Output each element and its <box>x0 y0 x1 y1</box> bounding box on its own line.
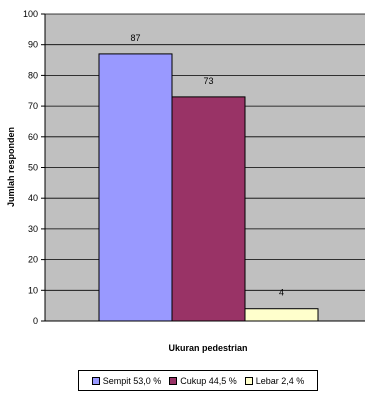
bars <box>98 53 319 322</box>
y-tick-label: 10 <box>28 285 38 295</box>
data-label: 73 <box>203 76 213 86</box>
bar <box>98 53 173 322</box>
y-axis-ticks: 0 10 20 30 40 50 60 70 80 90 100 <box>23 9 45 326</box>
y-tick-label: 0 <box>33 316 38 326</box>
y-tick-label: 90 <box>28 40 38 50</box>
legend-label: Cukup 44,5 % <box>180 375 237 386</box>
y-tick-label: 30 <box>28 224 38 234</box>
y-tick-label: 80 <box>28 70 38 80</box>
y-tick-label: 100 <box>23 9 38 19</box>
legend-item: Sempit 53,0 % <box>91 375 162 386</box>
y-tick-label: 50 <box>28 163 38 173</box>
x-axis-title: Ukuran pedestrian <box>168 343 247 353</box>
bar <box>171 96 246 322</box>
bar <box>244 308 319 322</box>
data-label: 4 <box>279 288 284 298</box>
legend-swatch <box>244 376 253 385</box>
legend-swatch <box>169 376 178 385</box>
data-label: 87 <box>130 33 140 43</box>
legend-item: Cukup 44,5 % <box>169 376 237 386</box>
y-tick-label: 60 <box>28 132 38 142</box>
legend-item: Lebar 2,4 % <box>244 375 305 386</box>
legend-label: Lebar 2,4 % <box>255 375 305 386</box>
y-tick-label: 20 <box>28 255 38 265</box>
data-labels: 87 73 4 <box>130 33 284 298</box>
legend-label: Sempit 53,0 % <box>102 375 162 386</box>
legend: Sempit 53,0 % Cukup 44,5 % Lebar 2,4 % <box>78 370 318 391</box>
y-axis-title: Jumlah responden <box>6 127 16 207</box>
legend-swatch <box>91 376 100 385</box>
y-tick-label: 40 <box>28 193 38 203</box>
y-tick-label: 70 <box>28 101 38 111</box>
